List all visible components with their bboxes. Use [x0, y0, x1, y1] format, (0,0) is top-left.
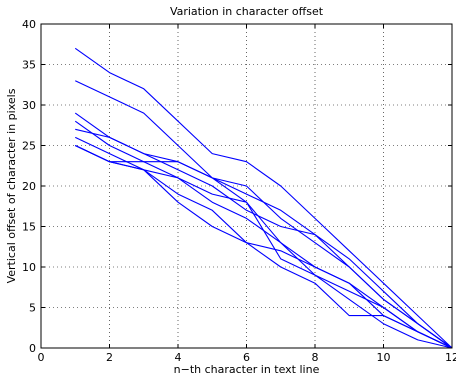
- y-tick-label: 40: [22, 18, 36, 31]
- y-tick-label: 35: [22, 59, 36, 72]
- x-tick-label: 0: [38, 351, 45, 364]
- x-tick-label: 8: [312, 351, 319, 364]
- y-axis-label: Vertical offset of character in pixels: [5, 88, 18, 283]
- y-tick-label: 15: [22, 221, 36, 234]
- y-tick-label: 0: [29, 342, 36, 355]
- x-tick-label: 4: [175, 351, 182, 364]
- y-tick-label: 20: [22, 180, 36, 193]
- ticks: 0 2 4 6 8 10 12 0 5 10 15 20 25 30 35 40: [22, 18, 456, 364]
- series-lines: [74, 47, 453, 349]
- x-tick-label: 6: [243, 351, 250, 364]
- x-tick-label: 10: [377, 351, 391, 364]
- series-line-1: [74, 47, 453, 349]
- series-line-7: [75, 145, 453, 349]
- x-axis-label: n−th character in text line: [174, 363, 320, 376]
- x-tick-label: 2: [106, 351, 113, 364]
- series-line-5: [75, 128, 453, 349]
- x-tick-label: 12: [445, 351, 456, 364]
- series-line-9: [75, 145, 453, 349]
- chart-title: Variation in character offset: [170, 5, 324, 18]
- y-tick-label: 30: [22, 99, 36, 112]
- y-tick-label: 10: [22, 261, 36, 274]
- y-tick-label: 5: [29, 302, 36, 315]
- y-tick-label: 25: [22, 140, 36, 153]
